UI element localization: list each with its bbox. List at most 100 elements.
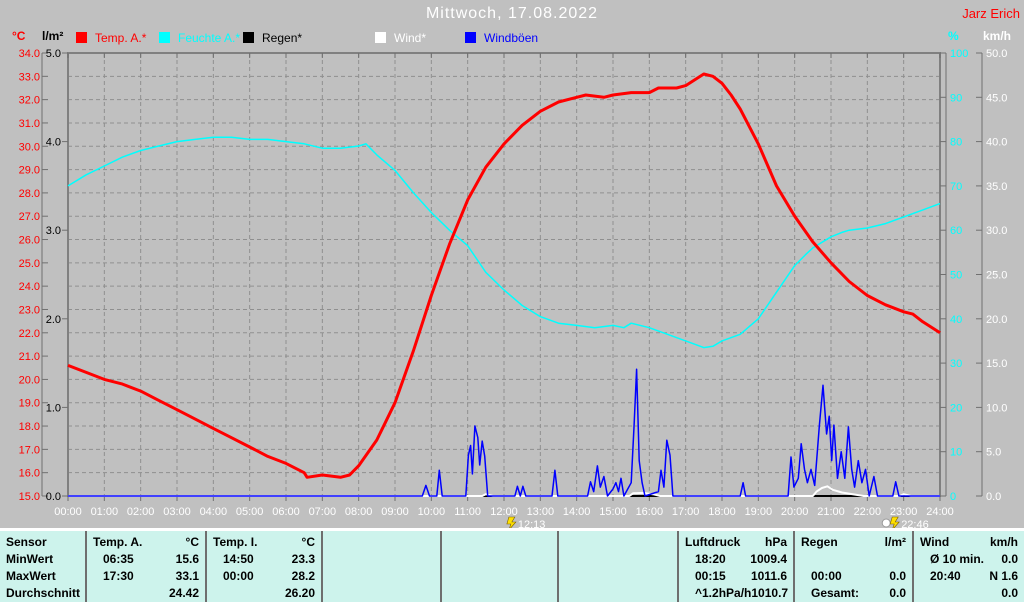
x-axis-label: 11:00 <box>454 506 481 518</box>
table-cell-value <box>671 568 677 585</box>
legend-item: Wind* <box>375 31 426 45</box>
table-row: Durchschnitt <box>0 585 85 602</box>
table-cell-label <box>559 585 575 602</box>
table-cell-label: 00:00 <box>811 569 842 583</box>
table-cell-label <box>323 551 339 568</box>
table-column: Temp. I. °C 14:50 23.3 00:00 28.2 26.20 <box>207 531 323 602</box>
lightning-icon <box>889 516 900 531</box>
table-cell-label <box>87 585 103 602</box>
table-cell-label <box>442 534 448 551</box>
table-row <box>442 585 557 602</box>
table-cell-value: 1010.7 <box>751 586 789 600</box>
x-axis-label: 13:00 <box>527 506 555 518</box>
moon-icon <box>881 518 891 528</box>
table-cell-label: 00:15 <box>695 569 726 583</box>
windspeed-axis-label: 35.0 <box>986 181 1007 193</box>
table-row: 24.42 <box>87 585 205 602</box>
humidity-axis-label: 50 <box>950 270 962 282</box>
x-axis-label: 14:00 <box>563 506 591 518</box>
table-cell-value: 24.42 <box>168 586 199 600</box>
temp-axis-label: 27.0 <box>19 211 40 223</box>
table-cell-label <box>559 534 565 551</box>
table-row <box>795 551 912 568</box>
table-cell-value: 23.3 <box>291 552 315 566</box>
temp-axis-label: 21.0 <box>19 351 40 363</box>
x-axis-label: 07:00 <box>309 506 337 518</box>
table-cell-label <box>323 534 329 551</box>
table-cell-value: 1009.4 <box>750 552 787 566</box>
table-cell-value <box>671 551 677 568</box>
table-column: Wind km/h Ø 10 min. 0.0 20:40 N 1.6 0.0 <box>914 531 1024 602</box>
x-axis-label: 15:00 <box>599 506 627 518</box>
table-row: Luftdruck hPa <box>679 534 793 551</box>
table-cell-label: 18:20 <box>695 552 726 566</box>
station-name: Jarz Erich <box>962 6 1020 21</box>
x-axis-label: 18:00 <box>708 506 736 518</box>
table-row: Regen l/m² <box>795 534 912 551</box>
temp-axis-label: 17.0 <box>19 444 40 456</box>
table-cell-label: Gesamt: <box>811 586 860 600</box>
x-axis-label: 17:00 <box>672 506 700 518</box>
chart-title: Mittwoch, 17.08.2022 <box>425 5 599 22</box>
table-cell-label: MaxWert <box>6 569 56 583</box>
windspeed-axis-label: 30.0 <box>986 225 1007 237</box>
temp-axis-label: 16.0 <box>19 468 40 480</box>
table-row <box>323 534 440 551</box>
table-column: Luftdruck hPa 18:20 1009.4 00:15 1011.6 ^1.2hP… <box>679 531 795 602</box>
table-row: Temp. A. °C <box>87 534 205 551</box>
table-cell-value: 26.20 <box>284 586 315 600</box>
temp-axis-label: 32.0 <box>19 95 40 107</box>
table-row <box>442 551 557 568</box>
table-cell-label <box>559 551 575 568</box>
humidity-axis-label: 40 <box>950 314 962 326</box>
windspeed-axis-label: 5.0 <box>986 447 1001 459</box>
table-cell-label: 00:00 <box>223 569 254 583</box>
table-cell-value <box>671 534 677 551</box>
windspeed-axis-label: 25.0 <box>986 270 1007 282</box>
table-cell-value: 0.0 <box>1001 586 1018 600</box>
table-cell-value: °C <box>185 535 199 549</box>
wind-axis-unit: km/h <box>983 29 1012 43</box>
windspeed-axis-label: 40.0 <box>986 137 1007 149</box>
table-row <box>559 568 677 585</box>
table-row <box>559 585 677 602</box>
legend-swatch <box>76 32 87 43</box>
temp-axis-label: 18.0 <box>19 421 40 433</box>
table-cell-value <box>79 568 85 585</box>
table-cell-value <box>906 551 912 568</box>
table-row: 17:30 33.1 <box>87 568 205 585</box>
table-row <box>559 534 677 551</box>
x-axis-label: 20:00 <box>781 506 809 518</box>
table-cell-value <box>551 551 557 568</box>
table-column <box>559 531 679 602</box>
windspeed-axis-label: 45.0 <box>986 92 1007 104</box>
table-cell-label <box>559 568 575 585</box>
rain-axis-label: 0.0 <box>46 491 61 503</box>
x-axis-label: 04:00 <box>200 506 228 518</box>
table-cell-label: MinWert <box>6 552 54 566</box>
table-column: Regen l/m² 00:00 0.0 Gesamt: 0.0 <box>795 531 914 602</box>
x-axis-label: 08:00 <box>345 506 373 518</box>
table-cell-value: 0.0 <box>1001 552 1018 566</box>
legend-label: Windböen <box>484 30 539 45</box>
temp-axis-label: 26.0 <box>19 235 40 247</box>
table-cell-label <box>914 585 930 602</box>
humidity-axis-label: 90 <box>950 92 962 104</box>
table-cell-value: 0.0 <box>889 586 906 600</box>
table-cell-value <box>434 568 440 585</box>
table-cell-label <box>442 551 458 568</box>
humidity-axis-unit: % <box>948 29 959 43</box>
x-axis-label: 10:00 <box>418 506 446 518</box>
table-row <box>323 551 440 568</box>
table-cell-value <box>434 551 440 568</box>
table-cell-value: °C <box>301 535 315 549</box>
temp-axis-label: 31.0 <box>19 118 40 130</box>
feuchtea-series-line <box>67 136 941 349</box>
humidity-axis-label: 10 <box>950 447 962 459</box>
windben-series-line <box>68 368 940 497</box>
lightning-icon <box>506 516 517 531</box>
table-row <box>442 568 557 585</box>
table-cell-value <box>79 534 85 551</box>
rain-axis-unit: l/m² <box>42 29 64 43</box>
rain-axis-label: 1.0 <box>46 402 61 414</box>
